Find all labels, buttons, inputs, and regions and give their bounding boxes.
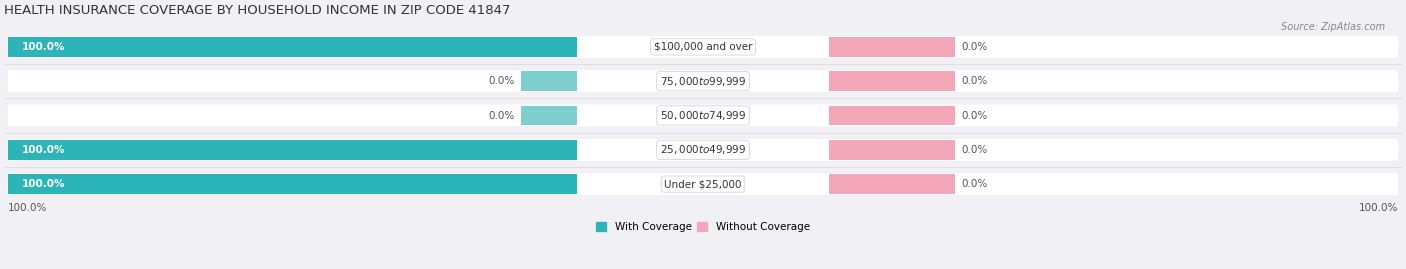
FancyBboxPatch shape: [7, 139, 1399, 161]
Text: Under $25,000: Under $25,000: [664, 179, 742, 189]
Text: 100.0%: 100.0%: [21, 145, 65, 155]
Text: 100.0%: 100.0%: [21, 42, 65, 52]
Text: 0.0%: 0.0%: [962, 145, 988, 155]
Text: $75,000 to $99,999: $75,000 to $99,999: [659, 75, 747, 88]
Text: 0.0%: 0.0%: [962, 179, 988, 189]
Legend: With Coverage, Without Coverage: With Coverage, Without Coverage: [592, 218, 814, 236]
FancyBboxPatch shape: [7, 173, 1399, 195]
FancyBboxPatch shape: [7, 70, 1399, 92]
Text: 100.0%: 100.0%: [7, 203, 46, 213]
Text: 100.0%: 100.0%: [21, 179, 65, 189]
FancyBboxPatch shape: [7, 36, 1399, 58]
Bar: [828, 140, 955, 160]
Text: 0.0%: 0.0%: [488, 76, 515, 86]
Bar: [828, 174, 955, 194]
Bar: [828, 105, 955, 125]
Text: 0.0%: 0.0%: [962, 111, 988, 121]
Bar: [828, 71, 955, 91]
Text: $100,000 and over: $100,000 and over: [654, 42, 752, 52]
Text: Source: ZipAtlas.com: Source: ZipAtlas.com: [1281, 22, 1385, 31]
Text: 0.0%: 0.0%: [962, 42, 988, 52]
Bar: [7, 174, 578, 194]
Text: 0.0%: 0.0%: [962, 76, 988, 86]
Bar: [7, 37, 578, 57]
Bar: [7, 140, 578, 160]
Text: 100.0%: 100.0%: [1360, 203, 1399, 213]
Text: HEALTH INSURANCE COVERAGE BY HOUSEHOLD INCOME IN ZIP CODE 41847: HEALTH INSURANCE COVERAGE BY HOUSEHOLD I…: [4, 4, 510, 17]
Text: $50,000 to $74,999: $50,000 to $74,999: [659, 109, 747, 122]
Text: $25,000 to $49,999: $25,000 to $49,999: [659, 143, 747, 156]
FancyBboxPatch shape: [7, 105, 1399, 126]
Text: 0.0%: 0.0%: [488, 111, 515, 121]
Bar: [522, 71, 578, 91]
Bar: [828, 37, 955, 57]
Bar: [522, 105, 578, 125]
